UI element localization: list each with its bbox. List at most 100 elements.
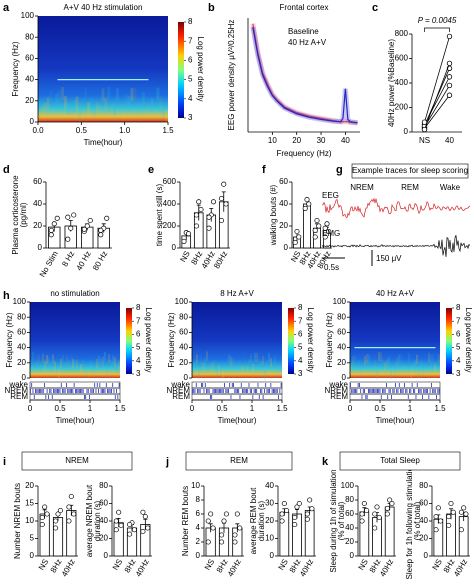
hypnogram-epoch	[258, 395, 260, 399]
hypnogram-epoch	[396, 389, 398, 393]
y-tick-label: 20	[25, 96, 34, 105]
hypnogram-epoch	[231, 383, 233, 387]
x-tick-label: 1.0	[119, 126, 131, 135]
hypnogram-epoch	[422, 395, 423, 399]
y-axis-label: Frequency (Hz)	[5, 312, 14, 367]
y-tick-label: 60	[33, 177, 42, 186]
data-point	[374, 504, 380, 510]
data-point	[39, 514, 45, 521]
y-tick-label: 0	[270, 551, 275, 560]
hypnogram-epoch	[378, 389, 380, 393]
spectrogram-texture	[96, 358, 98, 368]
y-tick-label: 200	[163, 221, 177, 230]
spectrogram-texture	[222, 370, 224, 380]
spectrogram-texture	[98, 105, 102, 118]
y-tick-label: 6	[196, 509, 201, 518]
data-point	[389, 500, 395, 507]
data-point	[145, 525, 151, 531]
hypnogram-epoch	[255, 389, 256, 393]
spectrogram-texture	[210, 363, 212, 373]
spectrogram-texture	[404, 365, 406, 374]
hypnogram-epoch	[208, 389, 210, 393]
y-tick-label: 80	[99, 481, 108, 490]
spectrogram-texture	[48, 357, 50, 367]
spectrogram-texture	[55, 93, 59, 106]
spectrogram-texture	[165, 110, 168, 123]
spectrogram-texture	[396, 357, 398, 367]
data-point	[446, 514, 452, 520]
spectrogram-texture	[256, 352, 258, 362]
spectrogram-texture	[107, 86, 111, 100]
spectrogram-texture	[216, 367, 218, 377]
data-point	[372, 511, 378, 517]
colorbar-tick-label: 7	[456, 316, 461, 325]
hypnogram-epoch	[103, 389, 105, 393]
hypnogram-epoch	[391, 395, 392, 399]
spectrogram-texture	[38, 354, 40, 364]
spectrogram-texture	[192, 366, 194, 377]
spectrogram	[30, 302, 120, 378]
hypnogram-epoch	[80, 389, 81, 393]
x-tick-label: 1.5	[162, 126, 174, 135]
spectrogram-texture	[43, 102, 47, 116]
data-point	[234, 511, 240, 517]
colorbar-tick-label: 3	[188, 113, 193, 122]
spectrogram-texture	[110, 360, 112, 370]
hypnogram-epoch	[198, 389, 200, 393]
data-point	[104, 215, 110, 221]
state-label: REM	[10, 392, 28, 401]
data-point	[448, 500, 454, 507]
spectrogram-texture	[34, 362, 36, 372]
chart-title: Example traces for sleep scoring	[352, 166, 468, 175]
spectrogram-texture	[88, 368, 90, 378]
hypnogram-epoch	[32, 389, 34, 393]
spectrogram	[38, 16, 168, 122]
hypnogram-epoch	[33, 395, 35, 399]
section-title: NREM	[65, 456, 89, 465]
stage-label: Wake	[440, 183, 461, 192]
colorbar-tick-label: 4	[456, 356, 461, 365]
y-tick-label: 20	[265, 516, 274, 525]
data-point	[446, 522, 452, 528]
spectrogram-texture	[350, 363, 352, 373]
spectrogram-texture	[119, 109, 122, 122]
data-point	[223, 511, 229, 517]
spectrogram-texture	[84, 363, 86, 372]
y-tick-label: 40	[265, 481, 274, 490]
spectrogram-texture	[87, 102, 90, 116]
spectrogram-texture	[64, 96, 67, 109]
spectrogram-texture	[272, 353, 274, 362]
data-point	[316, 223, 322, 229]
spectrogram-texture	[254, 352, 256, 362]
spectrogram-texture	[40, 361, 42, 371]
hypnogram-epoch	[117, 395, 119, 399]
spectrogram-texture	[98, 355, 100, 365]
y-tick-label: 80	[337, 312, 346, 321]
spectrogram-texture	[52, 93, 55, 106]
colorbar-label: Log power density	[464, 308, 473, 373]
y-tick-label: 20	[17, 358, 26, 367]
hypnogram-epoch	[75, 389, 76, 393]
y-tick-label: 60	[25, 54, 34, 63]
spectrogram-texture	[270, 357, 272, 367]
data-point	[232, 539, 238, 545]
data-point	[221, 181, 227, 187]
y-axis-label: Number REM bouts	[181, 486, 190, 556]
x-tick-label: 40Hz	[226, 558, 243, 579]
hypnogram-epoch	[71, 389, 72, 393]
hypnogram-epoch	[252, 395, 254, 399]
error-bar	[221, 191, 226, 212]
hypnogram-epoch	[362, 389, 364, 393]
hypnogram-epoch	[395, 383, 396, 387]
colorbar-tick-label: 3	[298, 369, 303, 378]
y-axis-label: Number NREM bouts	[13, 483, 22, 559]
hypnogram-epoch	[428, 395, 430, 399]
data-point	[359, 518, 365, 524]
signal-label: EMG	[322, 229, 340, 238]
hypnogram-epoch	[193, 389, 195, 393]
signal-trace	[321, 197, 471, 219]
series-line	[252, 27, 358, 124]
spectrogram-texture	[236, 368, 238, 377]
data-point	[304, 197, 310, 203]
y-tick-label: 60	[419, 499, 428, 508]
